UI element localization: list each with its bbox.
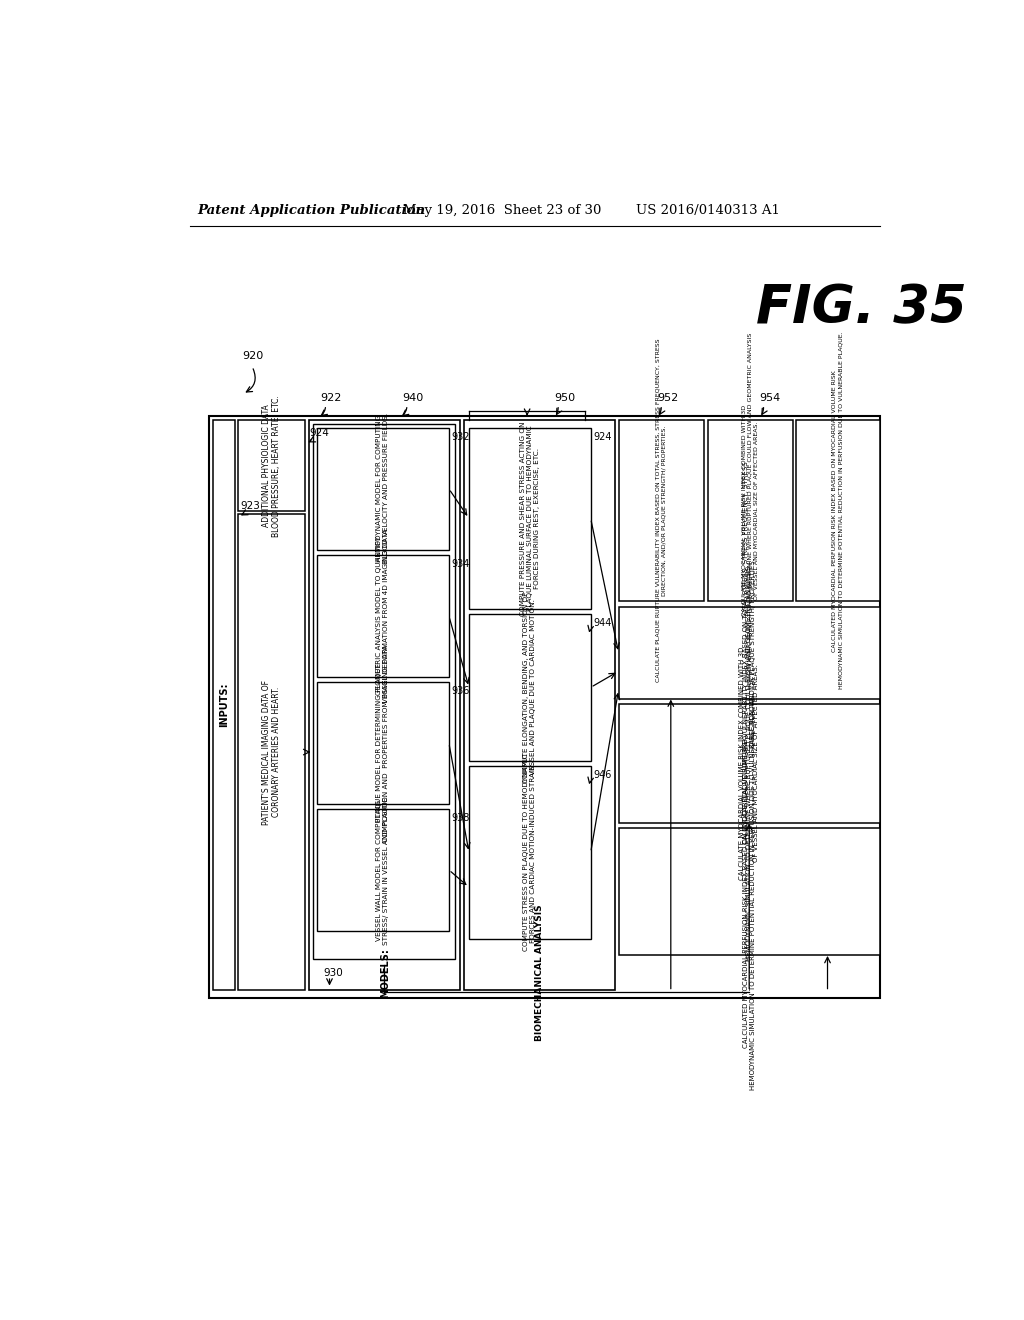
Text: 946: 946 [593,770,611,780]
Text: MODELS:: MODELS: [380,948,390,998]
Text: GEOMETRIC ANALYSIS MODEL TO QUANTIFY
VESSEL DEFORMATION FROM 4D IMAGING DATA: GEOMETRIC ANALYSIS MODEL TO QUANTIFY VES… [377,528,389,704]
Text: 944: 944 [593,619,611,628]
Text: CALCULATED MYOCARDIAL PERFUSION RISK INDEX BASED ON MYOCARDIAL VOLUME RISK
HEMOD: CALCULATED MYOCARDIAL PERFUSION RISK IND… [833,331,844,689]
Text: HEMODYNAMIC MODEL FOR COMPUTING
BLOOD VELOCITY AND PRESSURE FIELDS.: HEMODYNAMIC MODEL FOR COMPUTING BLOOD VE… [377,413,389,564]
Text: CALCULATE PLAQUE RUPTURE VULNERABILITY INDEX BASED ON TOTAL STRESS, STRESS FREQU: CALCULATE PLAQUE RUPTURE VULNERABILITY I… [742,462,756,843]
Text: ADDITIONAL PHYSIOLOGIC DATA
BLOOD PRESSURE, HEART RATE, ETC.: ADDITIONAL PHYSIOLOGIC DATA BLOOD PRESSU… [262,395,282,536]
Bar [469,428,591,609]
Bar [796,420,880,601]
Text: 920: 920 [243,351,264,360]
Text: 936: 936 [452,686,470,696]
Text: 932: 932 [452,432,470,442]
Bar [618,829,880,956]
Text: INPUTS:: INPUTS: [219,682,229,727]
Bar [238,420,305,511]
Text: VESSEL WALL MODEL FOR COMPUTING
STRESS/ STRAIN IN VESSEL AND PLAQUE.: VESSEL WALL MODEL FOR COMPUTING STRESS/ … [377,795,389,945]
Text: May 19, 2016  Sheet 23 of 30: May 19, 2016 Sheet 23 of 30 [403,205,601,218]
Text: US 2016/0140313 A1: US 2016/0140313 A1 [636,205,779,218]
Text: FIG. 35: FIG. 35 [756,282,967,334]
Bar [469,614,591,760]
Bar [309,420,461,990]
Text: COMPUTE ELONGATION, BENDING, AND TORSION OF
VESSEL AND PLAQUE DUE TO CARDIAC MOT: COMPUTE ELONGATION, BENDING, AND TORSION… [523,591,537,783]
Text: CALCULATED MYOCARDIAL PERFUSION RISK INDEX BASED ON MYOCARDIAL VOLUME RISK
HEMOD: CALCULATED MYOCARDIAL PERFUSION RISK IND… [742,693,756,1090]
Text: CALCULATE PLAQUE RUPTURE VULNERABILITY INDEX BASED ON TOTAL STRESS, STRESS FREQU: CALCULATE PLAQUE RUPTURE VULNERABILITY I… [655,339,667,682]
Text: 924: 924 [593,432,611,442]
Bar [317,428,449,549]
Text: 938: 938 [452,813,470,824]
Text: PATIENT'S MEDICAL IMAGING DATA OF
CORONARY ARTERIES AND HEART.: PATIENT'S MEDICAL IMAGING DATA OF CORONA… [262,680,282,825]
Bar [618,704,880,822]
Bar [213,420,234,990]
Bar [209,416,880,998]
Bar [238,515,305,990]
Text: COMPUTE PRESSURE AND SHEAR STRESS ACTING ON
PLAQUE LUMINAL SURFACE DUE TO HEMODY: COMPUTE PRESSURE AND SHEAR STRESS ACTING… [520,421,540,615]
Text: 924: 924 [309,428,330,437]
Text: 952: 952 [657,393,679,403]
Bar [708,420,793,601]
Bar [317,682,449,804]
Text: 940: 940 [402,393,424,403]
Text: 950: 950 [554,393,575,403]
Bar [618,420,703,601]
Text: Patent Application Publication: Patent Application Publication [198,205,426,218]
Text: 922: 922 [321,393,342,403]
Bar [317,809,449,931]
Bar [317,554,449,677]
Bar [469,766,591,940]
Text: PLAQUE MODEL FOR DETERMINING PLAQUE
COMPOSITION AND  PROPERTIES FROM IMAGING DAT: PLAQUE MODEL FOR DETERMINING PLAQUE COMP… [377,643,389,842]
Text: 934: 934 [452,560,470,569]
Text: CALCULATE MYOCARDIAL VOLUME RISK INDEX COMBINED WITH 3D
HEMODYNAMIC SIMULATION T: CALCULATE MYOCARDIAL VOLUME RISK INDEX C… [742,333,759,689]
Bar [313,424,455,960]
Text: CALCULATE MYOCARDIAL VOLUME RISK INDEX COMBINED WITH 3D
HEMODYNAMIC SIMULATION T: CALCULATE MYOCARDIAL VOLUME RISK INDEX C… [739,566,759,961]
Text: 954: 954 [760,393,781,403]
Text: 923: 923 [241,502,260,511]
Bar [464,420,614,990]
Text: BIOMECHANICAL ANALYSIS: BIOMECHANICAL ANALYSIS [535,904,544,1041]
Text: 930: 930 [324,968,343,978]
Bar [618,607,880,700]
Text: COMPUTE STRESS ON PLAQUE DUE TO HEMODYNAMIC
FORCES AND CARDIAC MOTION-INDUCED ST: COMPUTE STRESS ON PLAQUE DUE TO HEMODYNA… [523,754,537,952]
